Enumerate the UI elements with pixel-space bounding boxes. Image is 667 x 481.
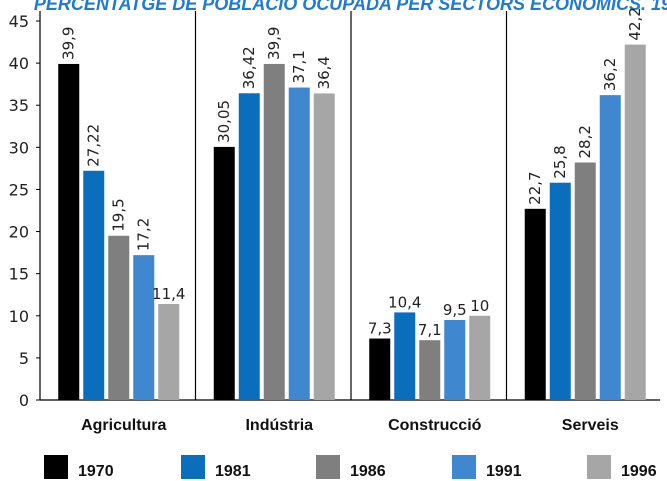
data-label: 36,2: [601, 58, 619, 91]
bar-serveis-1991: [599, 95, 621, 401]
legend-label-1991: 1991: [486, 463, 522, 480]
bar-indústria-1996: [313, 93, 335, 400]
bar-indústria-1970: [213, 146, 235, 400]
y-tick-label: 0: [19, 391, 29, 410]
chart-axes: 0 5 10 15 20 25 30 35 40 45: [9, 11, 660, 410]
data-label: 19,5: [110, 198, 128, 231]
y-tick-label: 35: [9, 96, 29, 115]
chart-title: PERCENTATGE DE POBLACIÓ OCUPADA PER SECT…: [34, 0, 667, 14]
data-label: 25,8: [551, 145, 569, 178]
data-label: 7,1: [418, 321, 442, 339]
bar-indústria-1986: [263, 63, 285, 400]
y-tick-label: 20: [9, 223, 29, 242]
legend-swatch-1991: [452, 455, 476, 479]
data-label: 9,5: [443, 301, 467, 319]
bar-construcció-1991: [444, 319, 466, 400]
y-tick-label: 25: [9, 180, 29, 199]
data-label: 11,4: [152, 285, 185, 303]
y-tick-label: 10: [9, 307, 29, 326]
data-label: 17,2: [135, 218, 153, 251]
bar-serveis-1981: [549, 182, 571, 400]
y-tick-label: 45: [9, 12, 29, 31]
legend-swatch-1996: [587, 455, 611, 479]
data-label: 7,3: [368, 320, 392, 338]
bar-serveis-1970: [524, 208, 546, 400]
legend-swatch-1970: [44, 455, 68, 479]
chart-category-labels: Agricultura Indústria Construcció Serveis: [81, 417, 619, 434]
category-label: Serveis: [562, 417, 619, 434]
bar-agricultura-1996: [158, 303, 180, 400]
data-label: 42,2: [626, 7, 644, 40]
y-tick-label: 30: [9, 138, 29, 157]
legend-swatch-1986: [316, 455, 340, 479]
category-label: Indústria: [245, 417, 313, 434]
bar-agricultura-1981: [83, 170, 105, 400]
legend-label-1986: 1986: [350, 463, 386, 480]
legend-swatch-1981: [181, 455, 205, 479]
category-label: Construcció: [388, 417, 482, 434]
data-label: 10,4: [388, 293, 421, 311]
legend-label-1970: 1970: [78, 463, 114, 480]
bar-serveis-1986: [574, 162, 596, 400]
chart-bars: [58, 44, 646, 401]
bar-construcció-1970: [369, 338, 391, 400]
bar-agricultura-1986: [108, 235, 130, 400]
data-label: 30,05: [215, 100, 233, 143]
data-label: 37,1: [290, 50, 308, 83]
data-label: 36,4: [315, 56, 333, 89]
category-label: Agricultura: [81, 417, 166, 434]
bar-indústria-1981: [238, 93, 260, 400]
chart-legend: 1970 1981 1986 1991 1996: [44, 455, 657, 480]
data-label: 10: [470, 297, 489, 315]
legend-label-1981: 1981: [215, 463, 251, 480]
chart-data-labels: 39,9 27,22 19,5 17,2 11,4 30,05 36,42 39,9 37,1 3…: [60, 7, 645, 339]
bar-agricultura-1970: [58, 63, 80, 400]
data-label: 39,9: [265, 27, 283, 60]
y-tick-label: 15: [9, 265, 29, 284]
bar-construcció-1986: [419, 340, 441, 400]
bar-agricultura-1991: [133, 255, 155, 400]
data-label: 27,22: [85, 124, 103, 167]
bar-construcció-1981: [394, 312, 416, 400]
legend-label-1996: 1996: [621, 463, 657, 480]
bar-indústria-1991: [288, 87, 310, 400]
data-label: 28,2: [576, 125, 594, 158]
y-tick-label: 5: [19, 349, 29, 368]
bar-construcció-1996: [469, 315, 491, 400]
y-tick-label: 40: [9, 54, 29, 73]
bar-serveis-1996: [624, 44, 646, 401]
data-label: 36,42: [240, 46, 258, 89]
data-label: 22,7: [526, 171, 544, 204]
data-label: 39,9: [60, 27, 78, 60]
